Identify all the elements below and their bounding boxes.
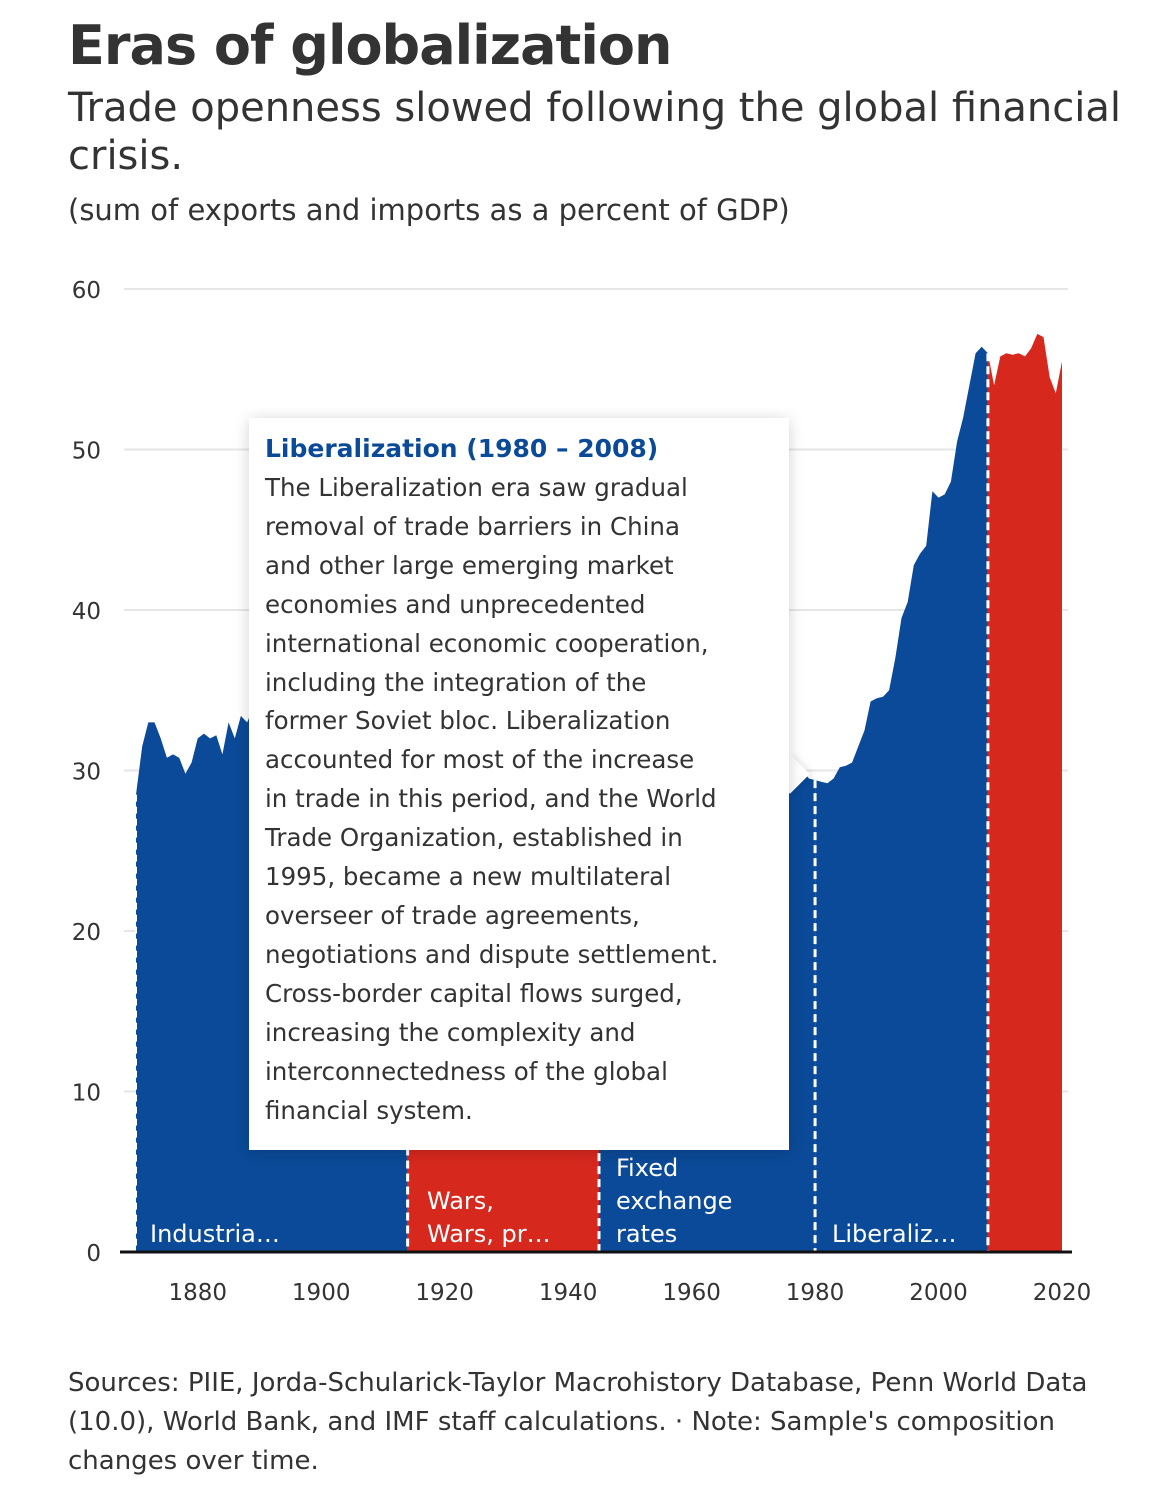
tooltip-line: international economic cooperation, — [265, 628, 709, 658]
y-tick-label: 30 — [72, 760, 101, 786]
x-tick-label: 1960 — [662, 1280, 721, 1306]
x-tick-label: 2000 — [909, 1280, 968, 1306]
tooltip-line: former Soviet bloc. Liberalization — [265, 706, 671, 736]
era-tooltip: Liberalization (1980 – 2008) The Liberal… — [249, 418, 789, 1150]
tooltip-line: Trade Organization, established in — [265, 823, 683, 853]
era-label: rates — [616, 1220, 677, 1248]
y-tick-label: 0 — [86, 1241, 101, 1267]
tooltip-line: accounted for most of the increase — [265, 745, 695, 775]
tooltip-line: overseer of trade agreements, — [265, 900, 640, 930]
y-tick-label: 10 — [72, 1081, 101, 1107]
era-label: exchange — [616, 1187, 732, 1215]
tooltip-line: including the integration of the — [265, 667, 647, 697]
y-tick-label: 50 — [72, 439, 101, 465]
x-tick-label: 2020 — [1033, 1280, 1092, 1306]
x-tick-label: 1980 — [786, 1280, 845, 1306]
x-tick-label: 1880 — [168, 1280, 227, 1306]
x-tick-label: 1920 — [415, 1280, 474, 1306]
y-tick-label: 60 — [72, 278, 101, 304]
x-tick-label: 1940 — [539, 1280, 598, 1306]
y-tick-label: 40 — [72, 599, 101, 625]
tooltip-line: Cross-border capital flows surged, — [265, 978, 683, 1008]
chart-subtitle: Trade openness slowed following the glob… — [68, 85, 1122, 179]
tooltip-line: negotiations and dispute settlement. — [265, 939, 719, 969]
era-area-slowbalization[interactable] — [987, 333, 1062, 1252]
era-label: Wars, pr… — [427, 1220, 551, 1248]
axes: 0 10 20 30 40 50 60 1880 1900 1920 1940 1960 1980 200… — [72, 278, 1092, 1306]
tooltip-line: removal of trade barriers in China — [265, 511, 680, 541]
era-label: Liberaliz… — [832, 1220, 957, 1248]
chart-title: Eras of globalization — [68, 14, 672, 77]
tooltip-line: The Liberalization era saw gradual — [265, 473, 688, 502]
tooltip-line: economies and unprecedented — [265, 589, 646, 619]
unit-note: (sum of exports and imports as a percent… — [68, 193, 790, 227]
x-tick-label: 1900 — [292, 1280, 351, 1306]
tooltip-line: in trade in this period, and the World — [265, 784, 717, 814]
tooltip-line: interconnectedness of the global — [265, 1056, 668, 1086]
era-area-liberalization[interactable] — [815, 346, 988, 1252]
tooltip-line: and other large emerging market — [265, 550, 674, 580]
y-tick-label: 20 — [72, 920, 101, 946]
era-label: Fixed — [616, 1154, 678, 1182]
era-labels: Industria… Wars, Wars, pr… Fixed exchange rat… — [150, 1154, 957, 1248]
tooltip-body: The Liberalization era saw gradual remov… — [265, 469, 775, 1130]
era-label: Wars, — [427, 1187, 494, 1215]
source-note: Sources: PIIE, Jorda-Schularick-Taylor M… — [68, 1368, 1088, 1476]
tooltip-title: Liberalization (1980 – 2008) — [265, 434, 659, 463]
tooltip-line: financial system. — [265, 1095, 473, 1125]
tooltip-line: increasing the complexity and — [265, 1017, 636, 1047]
era-label: Industria… — [150, 1220, 280, 1248]
tooltip-line: 1995, became a new multilateral — [265, 862, 671, 892]
